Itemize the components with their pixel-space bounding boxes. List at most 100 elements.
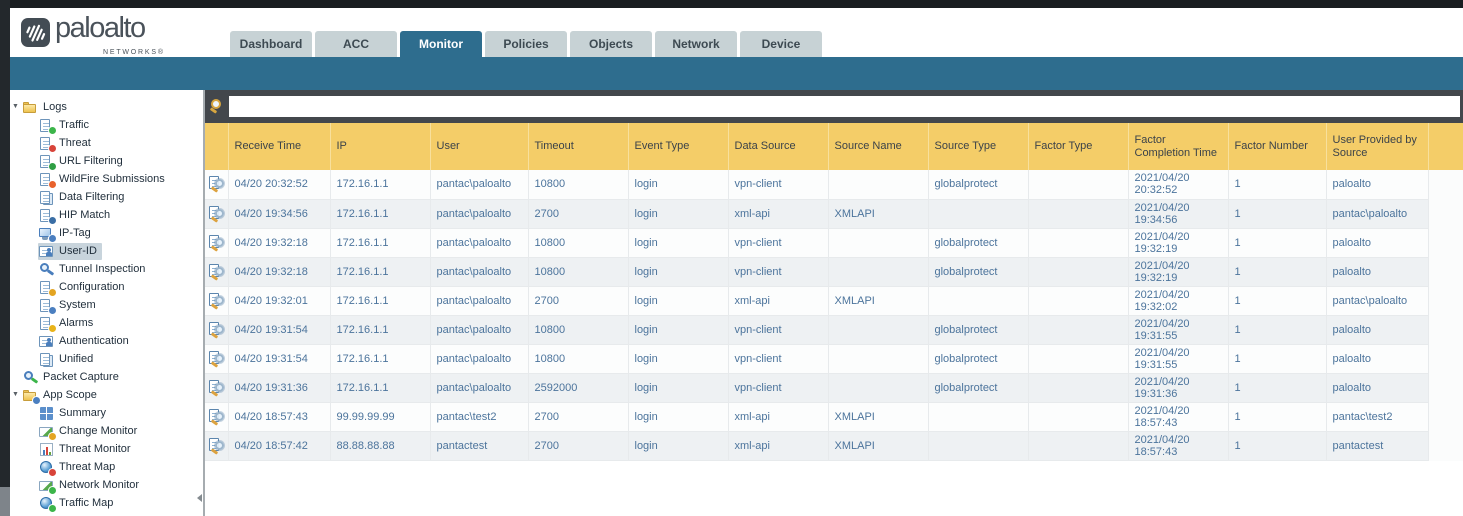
log-detail-magnifier-icon[interactable] <box>208 234 226 252</box>
tab-device[interactable]: Device <box>740 31 822 57</box>
cell-receive-time: 04/20 19:32:18 <box>228 257 331 287</box>
item-content: Tunnel Inspection <box>38 261 150 278</box>
sidebar-item-label: Threat Monitor <box>59 443 131 455</box>
tab-objects[interactable]: Objects <box>570 31 652 57</box>
column-header-event-type[interactable]: Event Type <box>628 123 729 170</box>
log-detail-magnifier-icon[interactable] <box>208 292 226 310</box>
log-detail-magnifier-icon[interactable] <box>208 379 226 397</box>
cell-event-type: login <box>628 170 729 200</box>
log-filter-input[interactable] <box>229 96 1460 117</box>
sidebar-item-logs[interactable]: ▼ Logs <box>10 98 203 116</box>
log-detail-magnifier-icon[interactable] <box>208 408 226 426</box>
column-header-factor-completion-time[interactable]: Factor Completion Time <box>1128 123 1229 170</box>
sidebar-item-url-filtering[interactable]: URL Filtering <box>10 152 203 170</box>
log-detail-magnifier-icon[interactable] <box>208 321 226 339</box>
cell-filler <box>1428 228 1463 258</box>
log-detail-magnifier-icon[interactable] <box>208 175 226 193</box>
sidebar-item-threat[interactable]: Threat <box>10 134 203 152</box>
cell-source-name: XMLAPI <box>828 199 929 229</box>
sidebar-item-tunnel-inspection[interactable]: Tunnel Inspection <box>10 260 203 278</box>
cell-ip: 172.16.1.1 <box>330 257 431 287</box>
cell-source-name <box>828 170 929 200</box>
log-row: 04/20 19:32:01 172.16.1.1 pantac\paloalto 2… <box>205 286 1463 316</box>
column-header-user-provided-by-source[interactable]: User Provided by Source <box>1326 123 1429 170</box>
sidebar-item-app-scope[interactable]: ▼ App Scope <box>10 386 203 404</box>
log-row: 04/20 19:31:54 172.16.1.1 pantac\paloalto 1… <box>205 315 1463 345</box>
cell-ip: 172.16.1.1 <box>330 373 431 403</box>
cell-user-provided-by-source: pantac\paloalto <box>1326 199 1429 229</box>
tree-expander-icon[interactable]: ▼ <box>12 103 19 110</box>
sidebar-item-threat-monitor[interactable]: Threat Monitor <box>10 440 203 458</box>
tree-expander-icon[interactable]: ▼ <box>12 391 19 398</box>
sidebar-item-data-filtering[interactable]: Data Filtering <box>10 188 203 206</box>
column-header-detail <box>205 123 229 170</box>
sidebar-item-hip-match[interactable]: HIP Match <box>10 206 203 224</box>
sidebar-item-network-monitor[interactable]: Network Monitor <box>10 476 203 494</box>
sidebar-item-label: Threat Map <box>59 461 116 473</box>
log-detail-magnifier-icon[interactable] <box>208 350 226 368</box>
cell-data-source: vpn-client <box>728 257 829 287</box>
column-header-ip[interactable]: IP <box>330 123 431 170</box>
cell-user: pantactest <box>430 431 529 461</box>
sidebar-item-wildfire-submissions[interactable]: WildFire Submissions <box>10 170 203 188</box>
column-header-receive-time[interactable]: Receive Time <box>228 123 331 170</box>
user-id-icon <box>39 244 54 259</box>
column-header-data-source[interactable]: Data Source <box>728 123 829 170</box>
cell-source-type: globalprotect <box>928 228 1029 258</box>
column-header-factor-type[interactable]: Factor Type <box>1028 123 1129 170</box>
sidebar-item-label: Tunnel Inspection <box>59 263 146 275</box>
cell-factor-completion-time: 2021/04/20 19:32:02 <box>1128 286 1229 316</box>
cell-receive-time: 04/20 19:32:01 <box>228 286 331 316</box>
column-header-user[interactable]: User <box>430 123 529 170</box>
sidebar-item-alarms[interactable]: Alarms <box>10 314 203 332</box>
log-detail-magnifier-icon[interactable] <box>208 205 226 223</box>
sidebar-item-packet-capture[interactable]: Packet Capture <box>10 368 203 386</box>
sidebar-item-user-id[interactable]: User-ID <box>10 242 203 260</box>
sidebar-item-label: Summary <box>59 407 107 419</box>
search-icon[interactable] <box>209 98 226 115</box>
sidebar-item-traffic[interactable]: Traffic <box>10 116 203 134</box>
tab-monitor[interactable]: Monitor <box>400 31 482 57</box>
sidebar-item-threat-map[interactable]: Threat Map <box>10 458 203 476</box>
cell-event-type: login <box>628 286 729 316</box>
wildfire-submissions-icon <box>39 172 56 188</box>
item-content: HIP Match <box>38 207 115 224</box>
column-header-factor-number[interactable]: Factor Number <box>1228 123 1327 170</box>
sidebar-item-unified[interactable]: Unified <box>10 350 203 368</box>
cell-user: pantac\paloalto <box>430 257 529 287</box>
sidebar-item-authentication[interactable]: Authentication <box>10 332 203 350</box>
sidebar-item-ip-tag[interactable]: IP-Tag <box>10 224 203 242</box>
column-header-source-type[interactable]: Source Type <box>928 123 1029 170</box>
item-content: Threat Monitor <box>38 441 136 458</box>
sidebar-item-traffic-map[interactable]: Traffic Map <box>10 494 203 512</box>
sidebar-item-system[interactable]: System <box>10 296 203 314</box>
cell-factor-completion-time: 2021/04/20 19:34:56 <box>1128 199 1229 229</box>
tab-dashboard[interactable]: Dashboard <box>230 31 312 57</box>
sidebar-item-change-monitor[interactable]: Change Monitor <box>10 422 203 440</box>
cell-data-source: xml-api <box>728 402 829 432</box>
tab-network[interactable]: Network <box>655 31 737 57</box>
sidebar-item-configuration[interactable]: Configuration <box>10 278 203 296</box>
sidebar-item-summary[interactable]: Summary <box>10 404 203 422</box>
item-content: Traffic <box>38 117 94 134</box>
item-content: Threat Map <box>38 459 120 476</box>
packet-capture-icon <box>23 370 39 385</box>
column-header-source-name[interactable]: Source Name <box>828 123 929 170</box>
cell-factor-completion-time: 2021/04/20 20:32:52 <box>1128 170 1229 200</box>
sidebar-collapse-arrow-icon[interactable] <box>197 494 202 502</box>
cell-factor-number: 1 <box>1228 402 1327 432</box>
cell-timeout: 2700 <box>528 199 629 229</box>
cell-event-type: login <box>628 228 729 258</box>
cell-factor-type <box>1028 344 1129 374</box>
tab-acc[interactable]: ACC <box>315 31 397 57</box>
cell-detail <box>205 402 229 432</box>
log-row: 04/20 19:32:18 172.16.1.1 pantac\paloalto 1… <box>205 257 1463 287</box>
cell-factor-number: 1 <box>1228 286 1327 316</box>
item-content: Data Filtering <box>38 189 129 206</box>
user-id-log-table-wrap: Receive Time IP User Timeout Event Type Data … <box>205 123 1463 461</box>
cell-source-type <box>928 286 1029 316</box>
column-header-timeout[interactable]: Timeout <box>528 123 629 170</box>
tab-policies[interactable]: Policies <box>485 31 567 57</box>
log-detail-magnifier-icon[interactable] <box>208 437 226 455</box>
log-detail-magnifier-icon[interactable] <box>208 263 226 281</box>
